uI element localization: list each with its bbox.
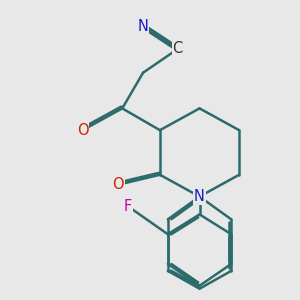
Text: N: N xyxy=(138,19,148,34)
Text: F: F xyxy=(124,199,132,214)
Text: O: O xyxy=(77,123,88,138)
Text: O: O xyxy=(112,177,124,192)
Text: N: N xyxy=(194,189,205,204)
Text: C: C xyxy=(172,41,183,56)
